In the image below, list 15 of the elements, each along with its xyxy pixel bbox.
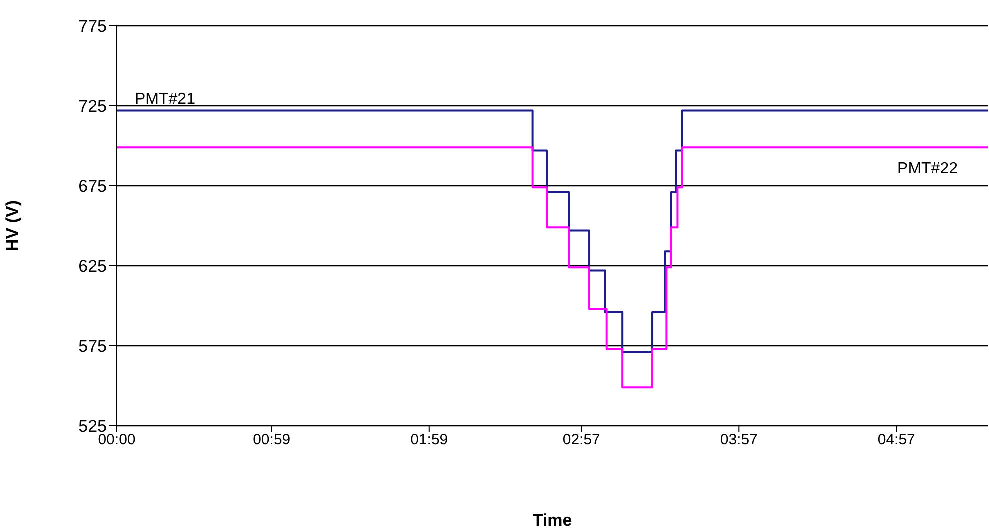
- x-tick-label: 03:57: [720, 432, 758, 449]
- x-tick-label: 01:59: [410, 432, 448, 449]
- series-label: PMT#21: [135, 90, 196, 108]
- x-tick-label: 00:59: [253, 432, 291, 449]
- y-tick-label: 575: [78, 337, 107, 356]
- y-tick-label: 625: [78, 257, 107, 276]
- y-axis-title: HV (V): [3, 200, 22, 252]
- x-tick-label: 00:00: [98, 432, 136, 449]
- x-tick-label: 02:57: [562, 432, 600, 449]
- y-tick-label: 675: [78, 177, 107, 196]
- x-tick-label: 04:57: [878, 432, 916, 449]
- y-tick-label: 725: [78, 97, 107, 116]
- y-tick-label: 775: [78, 17, 107, 36]
- series-label: PMT#22: [898, 160, 958, 178]
- x-axis-title: Time: [532, 511, 572, 528]
